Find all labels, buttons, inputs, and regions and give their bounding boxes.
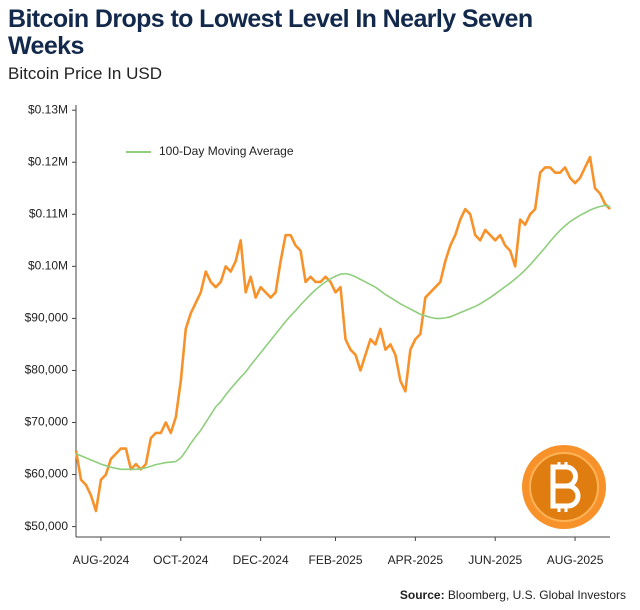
logo-glyph <box>550 464 581 509</box>
y-tick-label: $0.11M <box>29 206 68 220</box>
logo-glyph-bars <box>557 462 568 512</box>
y-tick-label: $50,000 <box>25 519 69 533</box>
y-tick-label: $0.13M <box>28 102 68 116</box>
y-tick-label: $80,000 <box>25 363 69 377</box>
y-tick-label: $90,000 <box>25 311 69 325</box>
bitcoin-logo <box>522 445 606 529</box>
series-line <box>75 204 611 471</box>
source-note: Source: Bloomberg, U.S. Global Investors <box>400 588 626 602</box>
source-label: Source: <box>399 588 445 602</box>
y-tick-label: $60,000 <box>25 467 69 481</box>
source-text: Bloomberg, U.S. Global Investors <box>447 588 626 602</box>
x-tick-label: AUG-2024 <box>73 553 130 567</box>
x-tick-label: DEC-2024 <box>233 553 289 567</box>
y-tick-label: $0.12M <box>28 154 68 168</box>
x-tick-label: OCT-2024 <box>153 553 209 567</box>
legend-label: 100-Day Moving Average <box>159 144 294 158</box>
x-tick-label: APR-2025 <box>388 553 444 567</box>
x-tick-label: JUN-2025 <box>468 553 522 567</box>
chart-title: Bitcoin Drops to Lowest Level In Nearly … <box>8 5 533 60</box>
chart-subtitle: Bitcoin Price In USD <box>8 64 162 83</box>
y-tick-label: $0.10M <box>28 259 68 273</box>
x-tick-label: FEB-2025 <box>308 553 362 567</box>
series-line <box>74 155 611 513</box>
x-tick-label: AUG-2025 <box>547 553 604 567</box>
y-tick-label: $70,000 <box>25 415 69 429</box>
